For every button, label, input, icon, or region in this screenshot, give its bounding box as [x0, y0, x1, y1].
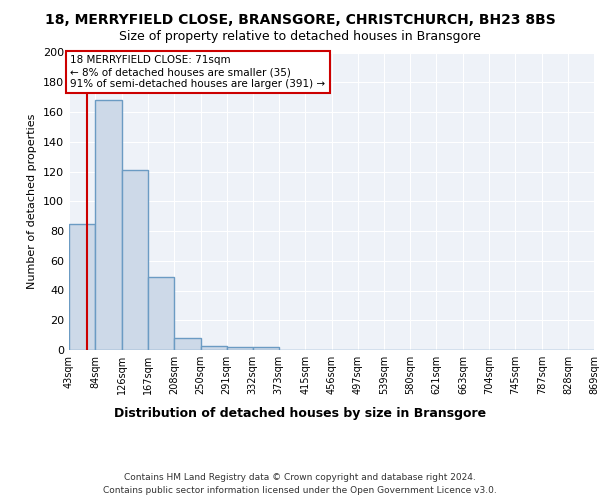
Bar: [174, 338, 200, 350]
Text: 18, MERRYFIELD CLOSE, BRANSGORE, CHRISTCHURCH, BH23 8BS: 18, MERRYFIELD CLOSE, BRANSGORE, CHRISTC…: [44, 12, 556, 26]
Text: 18 MERRYFIELD CLOSE: 71sqm
← 8% of detached houses are smaller (35)
91% of semi-: 18 MERRYFIELD CLOSE: 71sqm ← 8% of detac…: [70, 56, 325, 88]
Bar: [95, 100, 122, 350]
Bar: [69, 224, 95, 350]
Bar: [122, 170, 148, 350]
Text: Size of property relative to detached houses in Bransgore: Size of property relative to detached ho…: [119, 30, 481, 43]
Bar: [148, 277, 174, 350]
Bar: [253, 347, 279, 350]
Y-axis label: Number of detached properties: Number of detached properties: [28, 114, 37, 289]
Bar: [200, 346, 227, 350]
Bar: [227, 347, 253, 350]
Text: Contains HM Land Registry data © Crown copyright and database right 2024.
Contai: Contains HM Land Registry data © Crown c…: [103, 472, 497, 494]
Text: Distribution of detached houses by size in Bransgore: Distribution of detached houses by size …: [114, 408, 486, 420]
